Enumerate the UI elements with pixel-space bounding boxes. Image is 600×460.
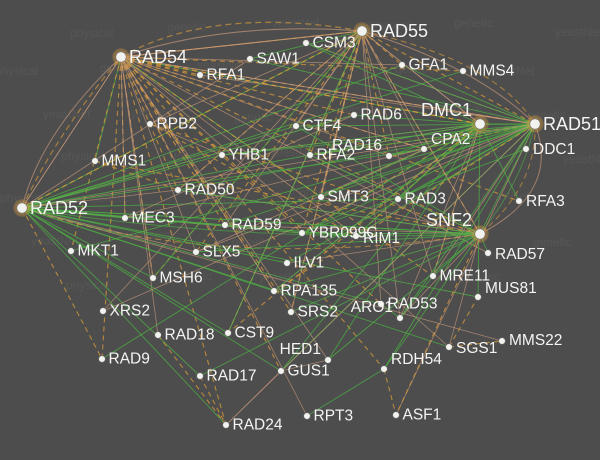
svg-text:RAD59: RAD59 [232,217,282,234]
svg-text:SGS1: SGS1 [456,340,497,357]
svg-text:RPB2: RPB2 [157,116,198,133]
svg-text:RAD24: RAD24 [233,417,283,434]
svg-text:ILV1: ILV1 [294,255,325,272]
svg-text:physical: physical [0,64,38,78]
svg-text:MMS4: MMS4 [470,63,515,80]
svg-text:GUS1: GUS1 [288,363,330,380]
svg-text:RAD6: RAD6 [361,107,402,124]
svg-text:RAD53: RAD53 [388,296,438,313]
svg-text:RAD54: RAD54 [129,47,187,67]
svg-text:CSM3: CSM3 [313,35,356,52]
svg-text:RPA135: RPA135 [281,283,338,300]
svg-text:RFA1: RFA1 [207,67,246,84]
svg-text:RIM1: RIM1 [363,230,400,247]
svg-text:RAD57: RAD57 [495,246,545,263]
svg-text:RAD18: RAD18 [165,327,215,344]
svg-text:RAD3: RAD3 [405,191,446,208]
svg-text:physical: physical [66,278,109,292]
svg-text:MKT1: MKT1 [78,243,119,260]
svg-text:SMT3: SMT3 [328,189,369,206]
svg-text:GFA1: GFA1 [409,57,449,74]
svg-text:physical: physical [70,26,113,40]
svg-text:HED1: HED1 [280,341,321,358]
svg-text:MUS81: MUS81 [485,280,537,297]
svg-text:RAD16: RAD16 [332,137,382,154]
svg-text:RDH54: RDH54 [391,351,442,368]
svg-text:SRS2: SRS2 [298,304,339,321]
svg-text:MMS1: MMS1 [102,153,147,170]
svg-text:yeastNet: yeastNet [555,25,600,39]
svg-text:ARO1: ARO1 [351,299,393,316]
svg-text:CTF4: CTF4 [303,118,342,135]
svg-text:MMS22: MMS22 [509,332,562,349]
svg-text:YHB1: YHB1 [229,147,270,164]
svg-text:MRE11: MRE11 [440,268,491,285]
svg-text:RAD9: RAD9 [109,351,150,368]
svg-text:DDC1: DDC1 [533,141,575,158]
svg-text:RFA3: RFA3 [526,193,565,210]
svg-text:CST9: CST9 [235,325,275,342]
svg-text:XRS2: XRS2 [110,303,151,320]
svg-text:ASF1: ASF1 [403,407,442,424]
svg-text:MEC3: MEC3 [132,210,175,227]
svg-text:yeastNet: yeastNet [31,234,79,248]
svg-text:MSH6: MSH6 [160,270,203,287]
svg-text:CPA2: CPA2 [431,131,470,148]
svg-text:SLX5: SLX5 [203,244,241,261]
svg-text:RAD55: RAD55 [370,21,428,41]
svg-text:genetic: genetic [454,16,493,30]
svg-text:RAD50: RAD50 [185,182,235,199]
svg-text:DMC1: DMC1 [421,100,472,120]
svg-text:SNF2: SNF2 [426,210,472,230]
svg-text:RAD52: RAD52 [30,198,88,218]
svg-text:RAD17: RAD17 [207,368,257,385]
svg-text:SAW1: SAW1 [257,51,300,68]
svg-text:RPT3: RPT3 [314,408,354,425]
svg-text:RAD51: RAD51 [543,114,600,134]
